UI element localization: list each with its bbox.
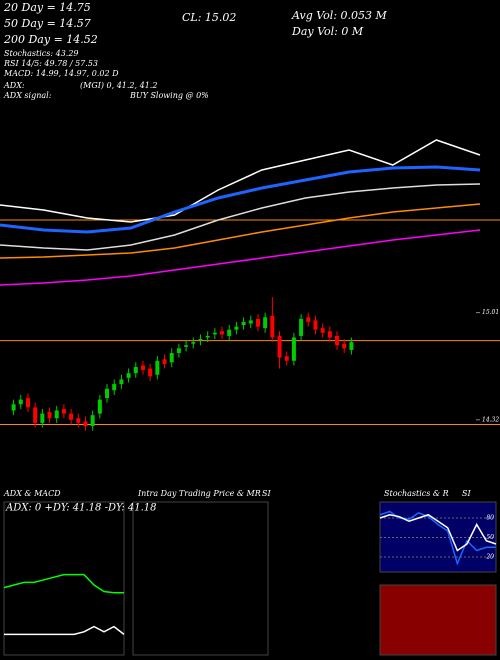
panel-title: ADX & MACD — [3, 489, 61, 498]
candle-body — [320, 328, 325, 333]
candle-body — [198, 339, 203, 341]
panel-title: Stochastics & R — [384, 489, 449, 498]
panel-subtitle: ADX: 0 +DY: 41.18 -DY: 41.18 — [5, 503, 157, 514]
candle-body — [133, 366, 138, 374]
candle-body — [184, 345, 189, 347]
candle-body — [270, 315, 275, 338]
label: Stochastics: 43.29 — [4, 49, 79, 58]
candle-body — [90, 415, 95, 427]
candle-body — [25, 398, 30, 408]
y-tick-label: 50 — [486, 534, 494, 541]
candle-body — [263, 317, 268, 329]
label: ADX: — [3, 81, 25, 90]
y-tick-label: 15.01 — [482, 309, 499, 316]
candle-body — [97, 399, 102, 414]
candle-body — [313, 320, 318, 330]
candle-body — [105, 388, 110, 399]
series-line — [0, 139, 481, 223]
candle-body — [18, 399, 23, 405]
candle-body — [191, 342, 196, 344]
label: RSI 14/5: 49.78 / 57.53 — [3, 59, 98, 68]
candle-body — [40, 413, 45, 423]
candle-body — [69, 413, 74, 420]
candle-body — [54, 410, 59, 419]
label: 200 Day = 14.52 — [3, 33, 98, 46]
series-line — [0, 203, 481, 259]
candle-body — [83, 421, 88, 427]
y-tick-label: 20 — [485, 554, 494, 561]
label: Avg Vol: 0.053 M — [291, 9, 388, 22]
label: MACD: 14.99, 14.97, 0.02 D — [3, 69, 119, 78]
series-line — [4, 625, 125, 636]
candle-body — [291, 337, 296, 361]
panel-frame — [3, 501, 125, 656]
candle-body — [119, 379, 124, 385]
y-tick-label: 14.32 — [482, 416, 499, 423]
label: Day Vol: 0 M — [291, 25, 364, 38]
candle-body — [299, 318, 304, 336]
candle-body — [205, 335, 210, 338]
candle-body — [176, 348, 181, 354]
panel-title: Intra Day Trading Price & MR — [137, 489, 261, 498]
candle-body — [33, 407, 38, 423]
series-line — [0, 165, 481, 234]
candle-body — [220, 331, 225, 335]
label: CL: 15.02 — [182, 11, 236, 24]
candle-body — [169, 353, 174, 363]
candle-body — [126, 373, 131, 378]
panel-subtitle: SI — [462, 489, 471, 498]
panel-frame — [132, 501, 269, 656]
candle-body — [234, 326, 239, 330]
candle-body — [76, 418, 81, 423]
candle-body — [11, 404, 16, 411]
candle-body — [212, 332, 217, 335]
series-line — [3, 573, 124, 594]
candle-body — [327, 331, 332, 338]
candle-body — [61, 408, 66, 414]
candle-body — [241, 321, 246, 326]
candle-body — [162, 359, 167, 364]
series-line — [379, 510, 496, 566]
candle-body — [112, 384, 117, 391]
candle-body — [349, 342, 354, 350]
candle-body — [227, 329, 232, 336]
candle-body — [148, 368, 153, 377]
label: 20 Day = 14.75 — [3, 1, 91, 14]
candle-body — [140, 365, 145, 371]
label: BUY Slowing @ 0% — [129, 91, 209, 100]
label: ADX signal: — [3, 91, 52, 100]
series-line — [379, 513, 497, 552]
candle-body — [47, 412, 52, 419]
candle-body — [342, 343, 347, 349]
panel-frame — [379, 584, 497, 656]
candle-body — [277, 335, 282, 358]
label: 50 Day = 14.57 — [4, 17, 91, 30]
candle-body — [335, 335, 340, 346]
candle-body — [155, 360, 160, 375]
y-tick-label: 80 — [486, 515, 494, 522]
candle-body — [306, 317, 311, 322]
candle-body — [284, 356, 289, 361]
candle-body — [255, 318, 260, 327]
label: (MGI) 0, 41.2, 41.2 — [80, 81, 157, 90]
candle-body — [248, 320, 253, 324]
panel-subtitle: SI — [262, 489, 271, 498]
series-line — [0, 183, 481, 251]
series-line — [0, 229, 481, 286]
